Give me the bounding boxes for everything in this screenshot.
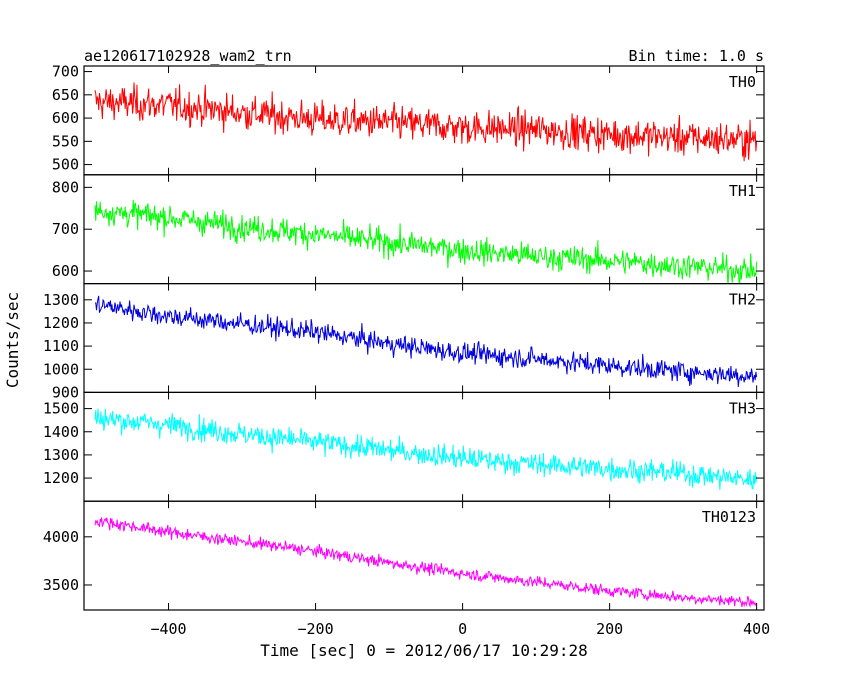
panel-label-th3: TH3 — [729, 399, 756, 417]
y-tick-label: 700 — [52, 63, 79, 81]
y-tick-label: 500 — [52, 156, 79, 174]
y-tick-label: 600 — [52, 109, 79, 127]
panel-label-th2: TH2 — [729, 291, 756, 309]
panels-group: 500 550 600 650 700 TH0 600 700 800 TH1 900 1000 110… — [43, 63, 765, 611]
panel-th2: 900 1000 1100 1200 1300 TH2 — [43, 283, 765, 401]
y-tick-label: 4000 — [43, 528, 79, 546]
x-tick-label: −200 — [298, 620, 334, 638]
y-tick-label: 3500 — [43, 576, 79, 594]
panel-th1: 600 700 800 TH1 — [52, 174, 765, 285]
y-tick-label: 1200 — [43, 469, 79, 487]
x-tick-label: −400 — [150, 620, 186, 638]
y-tick-label: 1300 — [43, 291, 79, 309]
y-tick-label: 1200 — [43, 314, 79, 332]
x-tick-label: 0 — [458, 620, 467, 638]
y-tick-label: 1300 — [43, 446, 79, 464]
panel-frame — [83, 391, 765, 502]
panel-label-th0: TH0 — [729, 73, 756, 91]
series-th0123-line — [94, 517, 757, 608]
series-th2-line — [94, 295, 758, 388]
y-tick-label: 600 — [52, 262, 79, 280]
y-tick-label: 700 — [52, 220, 79, 238]
panel-label-th1: TH1 — [729, 182, 756, 200]
y-tick-label: 1500 — [43, 400, 79, 418]
panel-frame — [83, 500, 765, 611]
y-tick-label: 1100 — [43, 337, 79, 355]
panel-frame — [83, 283, 765, 394]
x-tick-label: 200 — [596, 620, 623, 638]
y-tick-label: 900 — [52, 383, 79, 401]
panel-th3: 1200 1300 1400 1500 TH3 — [43, 391, 765, 502]
x-axis-label: Time [sec] 0 = 2012/06/17 10:29:28 — [260, 641, 588, 660]
panel-label-th0123: TH0123 — [702, 508, 756, 526]
series-th0-line — [94, 82, 758, 162]
y-tick-label: 800 — [52, 178, 79, 196]
y-tick-label: 650 — [52, 86, 79, 104]
y-axis-label: Counts/sec — [3, 292, 22, 388]
panel-th0: 500 550 600 650 700 TH0 — [52, 63, 765, 176]
bin-time-label: Bin time: 1.0 s — [629, 47, 764, 65]
panel-frame — [83, 65, 765, 176]
x-tick-label: 400 — [743, 620, 770, 638]
y-tick-label: 1400 — [43, 423, 79, 441]
series-th1-line — [94, 200, 758, 284]
figure-title: ae120617102928_wam2_trn — [84, 47, 292, 65]
y-tick-label: 1000 — [43, 360, 79, 378]
x-axis: −400 −200 0 200 400 — [150, 620, 770, 638]
panel-th0123: 3500 4000 TH0123 — [43, 500, 765, 611]
y-tick-label: 550 — [52, 132, 79, 150]
series-th3-line — [94, 408, 758, 490]
